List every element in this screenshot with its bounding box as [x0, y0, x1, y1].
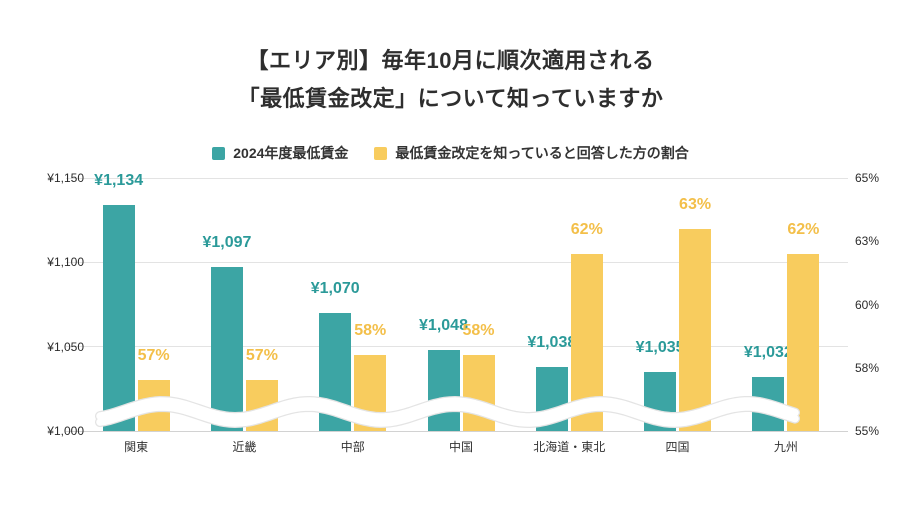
bar-label-awareness-2: 58% [354, 322, 387, 340]
chart-title: 【エリア別】毎年10月に順次適用される 「最低賃金改定」について知っていますか [0, 42, 901, 118]
bar-wage-0 [102, 204, 135, 431]
category-label-3: 中国 [448, 440, 473, 454]
bar-label-wage-3: ¥1,048 [419, 317, 468, 335]
title-line-2: 「最低賃金改定」について知っていますか [237, 86, 664, 111]
gridline-1150 [66, 177, 848, 179]
bar-label-wage-6: ¥1,032 [743, 344, 793, 362]
right-axis-tick: 65% [855, 171, 880, 185]
bar-label-awareness-4: 62% [570, 220, 603, 238]
bar-label-awareness-6: 62% [787, 220, 820, 238]
left-axis-tick: ¥1,000 [47, 424, 84, 438]
legend-item-wage: 2024年度最低賃金 [212, 143, 348, 163]
bar-awareness-2 [354, 355, 387, 431]
bar-label-awareness-1: 57% [245, 347, 278, 365]
right-axis-tick: 58% [855, 360, 880, 375]
bar-wage-3 [427, 350, 460, 431]
bar-label-wage-0: ¥1,134 [94, 171, 144, 189]
left-axis-tick: ¥1,050 [47, 339, 84, 354]
legend-item-awareness: 最低賃金改定を知っていると回答した方の割合 [374, 143, 689, 163]
bar-awareness-1 [245, 380, 278, 431]
legend-swatch-wage-icon [212, 146, 226, 160]
legend-swatch-awareness-icon [374, 146, 388, 160]
bar-wage-5 [644, 371, 677, 431]
bar-wage-6 [752, 377, 785, 431]
bar-awareness-3 [462, 355, 495, 431]
category-label-2: 中部 [340, 440, 365, 454]
bar-label-wage-4: ¥1,038 [527, 333, 577, 351]
right-axis-tick: 63% [855, 234, 880, 249]
category-label-0: 関東 [124, 440, 149, 454]
bar-wage-4 [535, 366, 568, 431]
gridline-1100 [66, 261, 848, 263]
right-axis-tick: 55% [855, 424, 880, 438]
bar-label-awareness-3: 58% [462, 322, 495, 340]
title-line-1: 【エリア別】毎年10月に順次適用される [246, 48, 655, 73]
left-axis-tick: ¥1,150 [47, 171, 84, 185]
gridline-1050 [66, 346, 848, 348]
bar-awareness-4 [570, 253, 603, 431]
category-label-5: 四国 [665, 440, 690, 454]
legend-label-wage: 2024年度最低賃金 [233, 145, 349, 161]
category-label-6: 九州 [773, 440, 798, 454]
gridline-1000 [66, 430, 848, 432]
bar-label-wage-5: ¥1,035 [635, 338, 685, 356]
category-label-4: 北海道・東北 [533, 440, 606, 454]
bar-awareness-0 [137, 380, 170, 431]
left-axis-tick: ¥1,100 [47, 255, 84, 270]
bar-awareness-5 [679, 228, 712, 431]
bar-label-wage-2: ¥1,070 [310, 279, 360, 297]
bar-label-wage-1: ¥1,097 [202, 234, 252, 252]
bar-awareness-6 [787, 253, 820, 431]
right-axis-tick: 60% [855, 297, 880, 312]
bar-label-awareness-0: 57% [137, 347, 170, 365]
bar-label-awareness-5: 63% [679, 195, 712, 213]
category-label-1: 近畿 [232, 440, 257, 454]
legend-label-awareness: 最低賃金改定を知っていると回答した方の割合 [395, 145, 689, 161]
legend: 2024年度最低賃金 最低賃金改定を知っていると回答した方の割合 [0, 143, 901, 163]
